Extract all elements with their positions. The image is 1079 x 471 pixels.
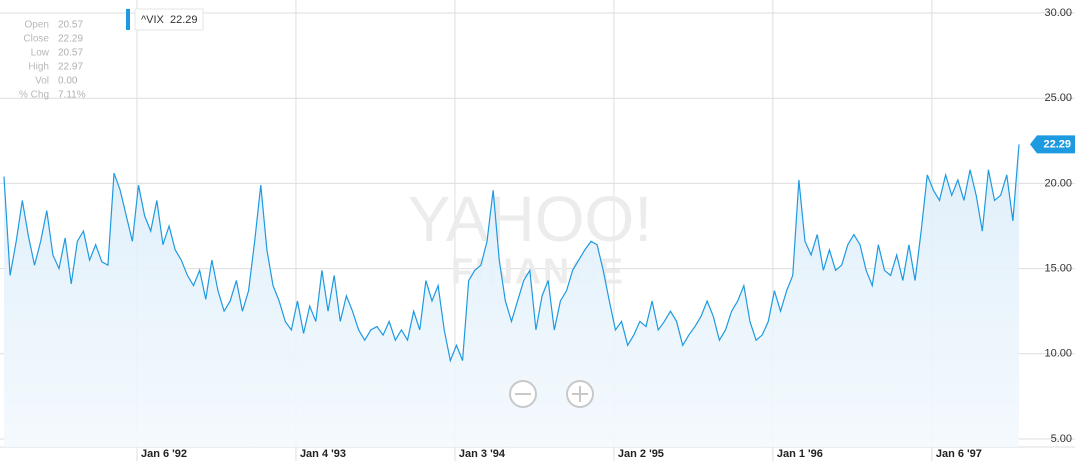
legend-name: ^VIX: [141, 14, 165, 26]
x-tick-label: Jan 4 '93: [300, 448, 346, 460]
quote-label: Open: [25, 20, 49, 31]
x-tick-label: Jan 6 '97: [936, 448, 982, 460]
legend-swatch: [126, 9, 130, 30]
quote-value: 20.57: [58, 20, 83, 31]
x-tick-label: Jan 3 '94: [459, 448, 506, 460]
quote-value: 0.00: [58, 76, 78, 87]
y-tick-label: 15.00: [1044, 263, 1072, 275]
quote-value: 20.57: [58, 48, 83, 59]
legend-box: [134, 8, 204, 31]
y-tick-label: 30.00: [1044, 7, 1072, 19]
quote-label: Vol: [35, 76, 49, 87]
x-tick-label: Jan 1 '96: [777, 448, 823, 460]
y-tick-label: 25.00: [1044, 92, 1072, 104]
quote-value: 22.29: [58, 34, 83, 45]
legend-value: 22.29: [170, 14, 198, 26]
quote-label: Close: [23, 34, 49, 45]
watermark: YAHOO!: [408, 183, 652, 255]
line: [3, 144, 1020, 363]
zoom-in-button[interactable]: [566, 380, 594, 408]
area: [3, 144, 1019, 447]
quote-value: 22.97: [58, 62, 83, 73]
quote-value: 7.11%: [58, 90, 86, 101]
y-tick-label: 5.00: [1051, 433, 1072, 445]
quote-label: % Chg: [19, 90, 49, 101]
x-tick-label: Jan 6 '92: [141, 448, 187, 460]
quote-label: High: [28, 62, 49, 73]
zoom-out-button[interactable]: [509, 380, 537, 408]
y-tick-label: 20.00: [1044, 177, 1072, 189]
price-tag-label: 22.29: [1043, 138, 1071, 150]
price-tag: [1030, 135, 1075, 154]
x-tick-label: Jan 2 '95: [618, 448, 664, 460]
quote-label: Low: [31, 48, 50, 59]
y-tick-label: 10.00: [1044, 348, 1072, 360]
